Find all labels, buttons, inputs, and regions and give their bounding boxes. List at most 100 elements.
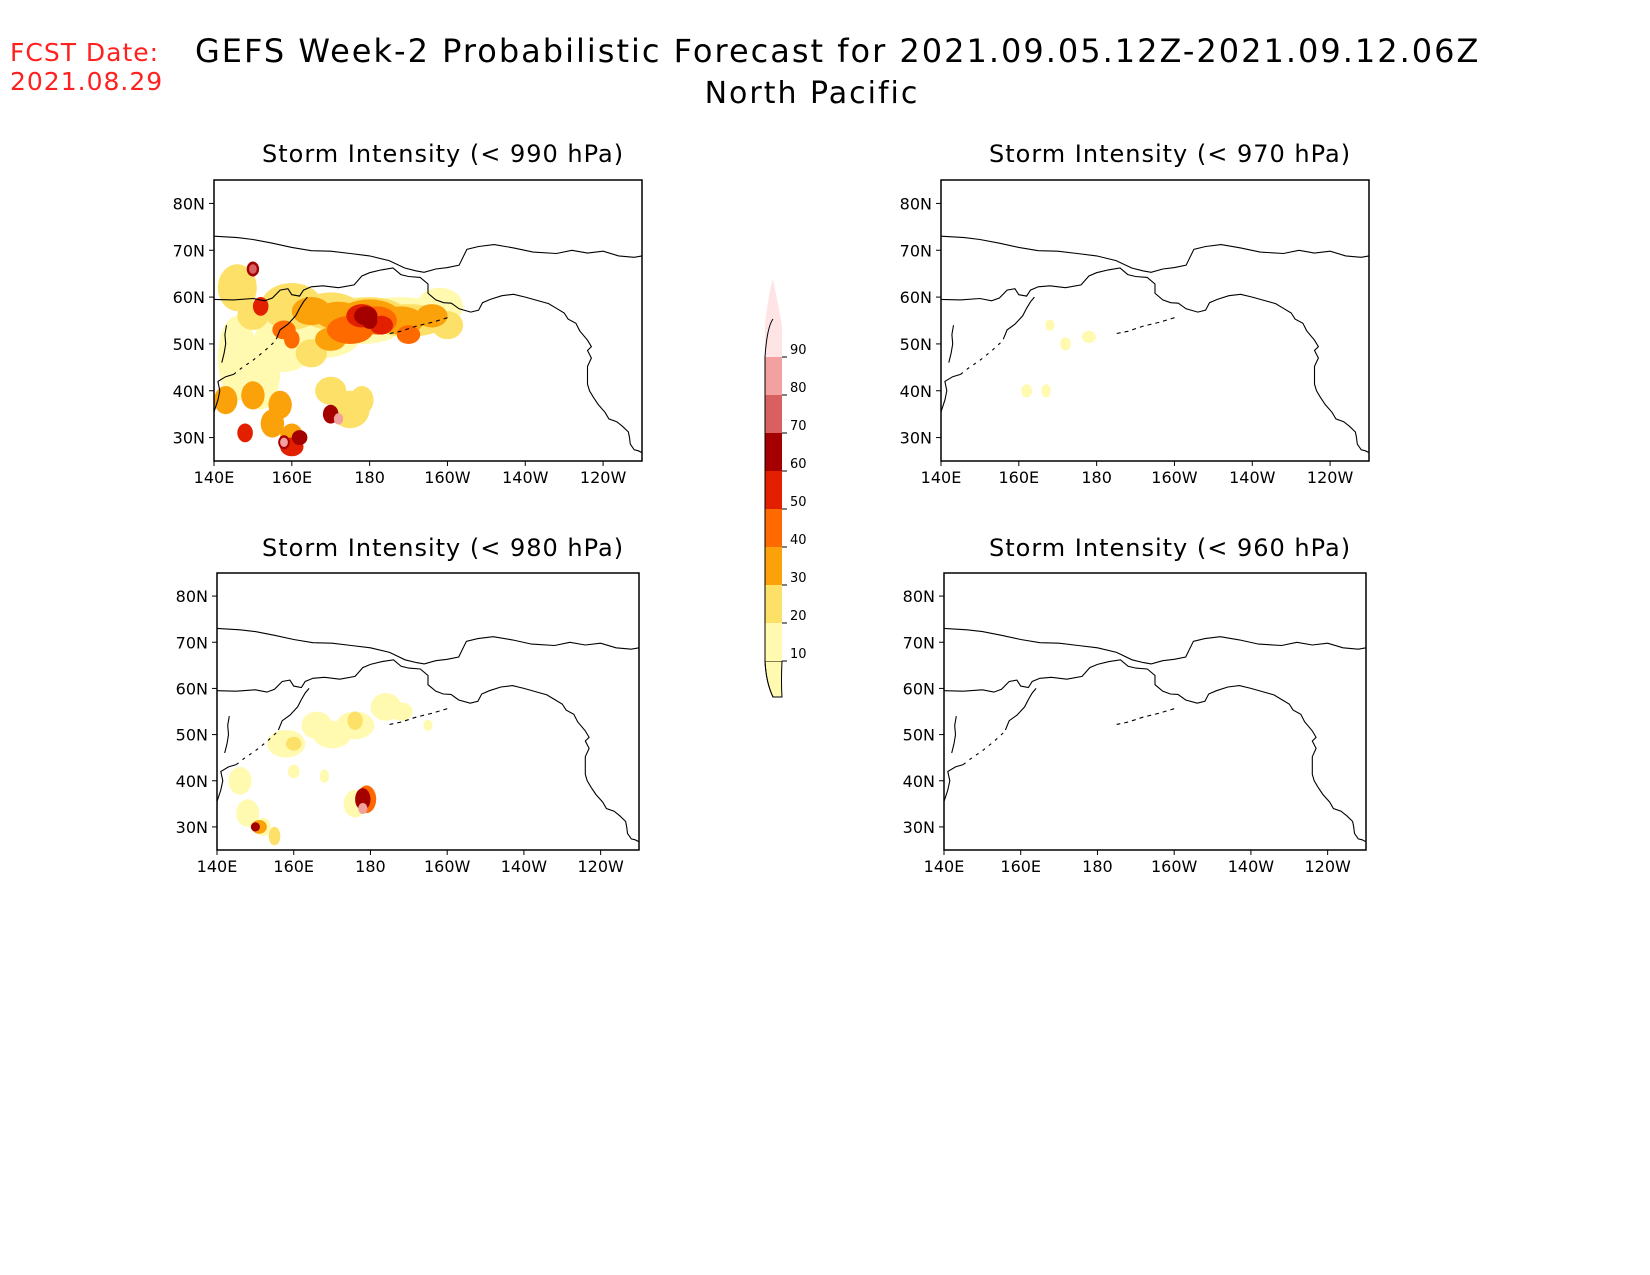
aleutian-islands	[1116, 708, 1175, 725]
lon-label: 160W	[424, 468, 471, 487]
map-panel-970: 80N 70N 60N 50N 40N 30N 140E 160E 180 160W 140W 120…	[900, 179, 1370, 487]
panel-title-960: Storm Intensity (< 960 hPa)	[989, 534, 1352, 562]
probability-blob	[280, 437, 288, 447]
coastline-segment	[1004, 688, 1037, 731]
probability-blob	[284, 329, 300, 349]
lat-label: 40N	[900, 382, 932, 401]
coastline	[944, 627, 1366, 843]
colorbar-segment	[765, 547, 782, 585]
lat-label: 60N	[900, 288, 932, 307]
map-panel-990: 80N 70N 60N 50N 40N 30N 140E 160E 180 160W 140W 120…	[173, 179, 643, 487]
probability-blob	[333, 413, 344, 425]
coastline-segment	[224, 716, 230, 754]
probability-blob	[358, 803, 368, 814]
probability-blob	[1021, 384, 1032, 398]
lat-label: 40N	[176, 772, 208, 791]
forecast-date-label: FCST Date:	[10, 38, 160, 67]
lat-label: 50N	[176, 726, 208, 745]
coastline-segment	[214, 267, 642, 454]
colorbar-edge	[764, 318, 774, 358]
coastline	[217, 627, 639, 843]
coastline-segment	[941, 373, 961, 412]
probability-blob	[389, 702, 413, 721]
coastline-segment	[944, 627, 1366, 665]
map-frame	[943, 572, 1367, 851]
lat-label: 80N	[173, 194, 205, 213]
subtitle-text: North Pacific	[704, 76, 920, 111]
coastline-segment	[941, 267, 1369, 454]
colorbar-label: 70	[790, 419, 807, 434]
lat-label: 30N	[903, 818, 935, 837]
coastline-segment	[944, 659, 1366, 843]
colorbar-edge	[764, 660, 774, 698]
aleutian-islands	[388, 317, 448, 335]
lat-label: 70N	[903, 633, 935, 652]
probability-blob	[416, 304, 448, 328]
coastline-segment	[214, 373, 234, 412]
colorbar-segment	[765, 623, 782, 661]
kuril-islands	[960, 339, 1004, 375]
coastline-segment	[214, 235, 642, 273]
lat-label: 70N	[173, 241, 205, 260]
probability-blob	[250, 822, 260, 832]
probability-blob	[1060, 337, 1071, 351]
coastline-segment	[275, 296, 308, 340]
lat-label: 40N	[173, 382, 205, 401]
probability-blob	[350, 386, 374, 415]
coastline-segment	[948, 325, 955, 363]
lon-label: 160W	[1151, 857, 1198, 876]
probability-blob	[361, 312, 378, 329]
colorbar-label: 20	[790, 609, 807, 624]
colorbar: 10 20 30 40 50 60 70 80 90	[764, 279, 807, 698]
map-panel-960: 80N 70N 60N 50N 40N 30N 140E 160E 180 160W 140W 120…	[903, 572, 1367, 876]
page-subtitle: North Pacific	[0, 76, 1650, 111]
colorbar-segment	[765, 509, 782, 547]
probability-blob	[1041, 384, 1051, 398]
lat-label: 60N	[903, 679, 935, 698]
coastline-segment	[217, 659, 639, 843]
colorbar-label: 50	[790, 495, 807, 510]
coastline	[214, 235, 642, 454]
coastline-segment	[217, 627, 639, 665]
coastline-segment	[1002, 296, 1035, 340]
lat-label: 70N	[900, 241, 932, 260]
lon-label: 180	[354, 468, 385, 487]
probability-blob	[291, 430, 308, 446]
lon-label: 180	[1081, 468, 1112, 487]
map-frame	[216, 572, 640, 851]
probability-blob	[396, 325, 421, 344]
probability-blob	[319, 769, 329, 783]
lon-label: 160E	[273, 857, 314, 876]
lat-label: 50N	[173, 335, 205, 354]
lon-label: 140E	[924, 857, 965, 876]
probability-blob	[1045, 319, 1055, 331]
panel-title-990: Storm Intensity (< 990 hPa)	[262, 140, 625, 168]
probability-blob	[347, 711, 363, 730]
lon-label: 140W	[501, 857, 548, 876]
coastline-segment	[217, 764, 237, 802]
kuril-islands	[962, 730, 1006, 766]
colorbar-segment	[765, 585, 782, 623]
lat-label: 80N	[176, 587, 208, 606]
probability-blob	[237, 423, 253, 443]
lon-label: 120W	[580, 468, 627, 487]
lat-label: 50N	[903, 726, 935, 745]
probability-shading	[228, 693, 433, 846]
lat-label: 80N	[900, 194, 932, 213]
panel-title-970: Storm Intensity (< 970 hPa)	[989, 140, 1352, 168]
lat-label: 80N	[903, 587, 935, 606]
colorbar-label: 30	[790, 571, 807, 586]
coastline-segment	[277, 688, 310, 731]
lon-label: 140W	[1229, 468, 1276, 487]
lon-label: 120W	[1304, 857, 1351, 876]
probability-blob	[228, 767, 252, 795]
map-frame	[213, 179, 643, 462]
lon-label: 120W	[1307, 468, 1354, 487]
lat-label: 70N	[176, 633, 208, 652]
forecast-date-block: FCST Date: 2021.08.29	[10, 38, 163, 96]
probability-shading	[214, 261, 464, 457]
lat-label: 60N	[176, 679, 208, 698]
lat-label: 30N	[176, 818, 208, 837]
probability-blob	[1081, 330, 1096, 343]
